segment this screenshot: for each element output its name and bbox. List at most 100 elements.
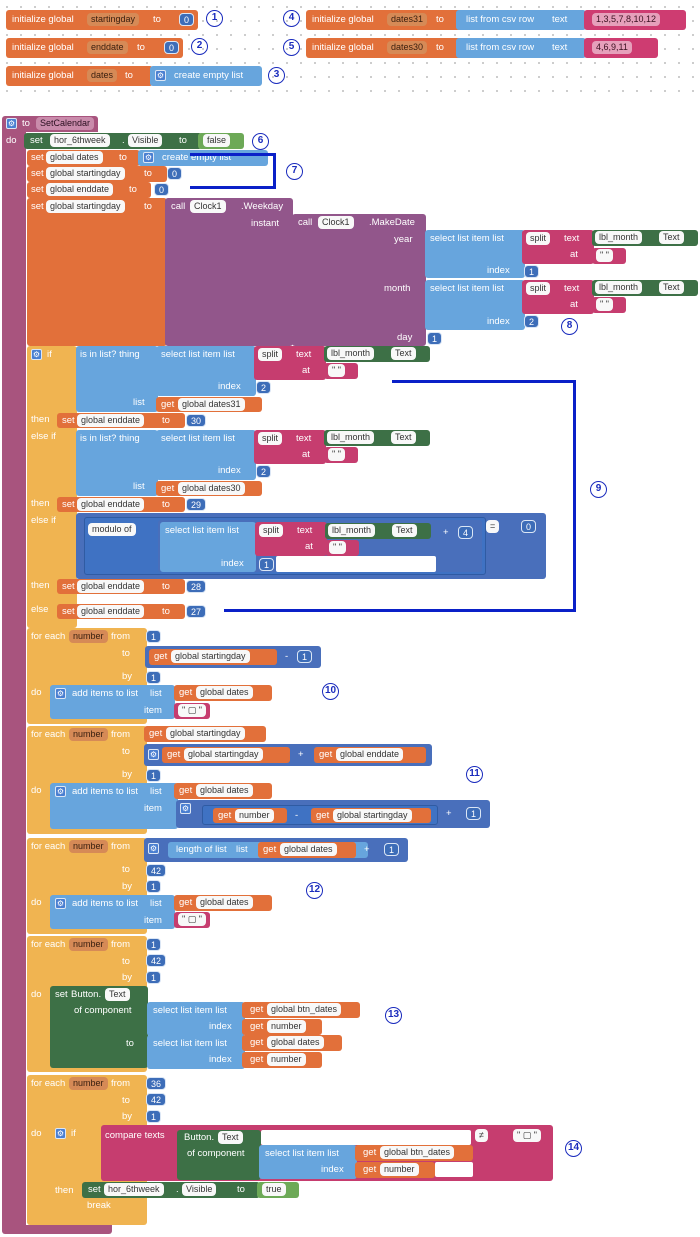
gear-icon[interactable]: ⚙	[55, 1128, 66, 1139]
get-global-startingday[interactable]: get global startingday	[149, 649, 277, 665]
split-block-cond2[interactable]: split text at	[254, 430, 326, 464]
number-enddate[interactable]: 0	[164, 41, 179, 54]
lbl-month-text-cond3[interactable]: lbl_month Text	[325, 523, 431, 539]
math-subtract-1[interactable]: get global startingday - 1	[145, 646, 321, 668]
add-items-to-list-3[interactable]: ⚙ add items to list list item	[50, 895, 175, 929]
button-text-getter[interactable]: Button. Text of component	[177, 1130, 261, 1180]
math-add-3[interactable]: ⚙ get number - get global startingday + …	[176, 800, 490, 828]
split-block-cond3[interactable]: split text at	[255, 522, 327, 556]
lbl-month-text-cond1[interactable]: lbl_month Text	[324, 346, 430, 362]
get-global-dates[interactable]: get global dates	[258, 842, 356, 858]
get-global-dates31[interactable]: get global dates31	[156, 397, 262, 412]
break-block[interactable]: break	[82, 1198, 118, 1214]
text-separator-year[interactable]: " "	[592, 248, 626, 264]
text-separator-month[interactable]: " "	[592, 297, 626, 313]
gear-icon[interactable]: ⚙	[143, 152, 154, 163]
var-name-startingday[interactable]: startingday	[87, 13, 139, 26]
get-global-startingday[interactable]: get global startingday	[311, 808, 431, 823]
false-block[interactable]: false	[198, 133, 244, 149]
math-subtract-2[interactable]: get number - get global startingday	[202, 805, 438, 825]
split-block-month[interactable]: split text at	[522, 280, 594, 314]
gear-icon[interactable]: ⚙	[31, 349, 42, 360]
gear-icon[interactable]: ⚙	[155, 70, 166, 81]
select-list-item-compare[interactable]: select list item list index	[259, 1145, 357, 1179]
list-from-csv-block-30[interactable]: list from csv row text	[456, 38, 586, 58]
var-name-dates30[interactable]: dates30	[387, 41, 427, 54]
length-of-list[interactable]: length of list list get global dates	[168, 842, 368, 858]
init-dates31-block[interactable]: initialize global dates31 to	[306, 10, 462, 30]
number-zero[interactable]: 0	[154, 183, 169, 196]
create-empty-list-block[interactable]: ⚙ create empty list	[150, 66, 262, 86]
get-global-enddate[interactable]: get global enddate	[314, 747, 426, 763]
get-global-dates30[interactable]: get global dates30	[156, 481, 262, 496]
split-block-year[interactable]: split text at	[522, 230, 594, 264]
get-global-dates[interactable]: get global dates	[242, 1035, 342, 1051]
select-list-item-cond3[interactable]: select list item list index	[160, 522, 256, 572]
get-global-dates[interactable]: get global dates	[174, 685, 272, 701]
list-from-csv-block-31[interactable]: list from csv row text	[456, 10, 586, 30]
set-hor6-visible-false[interactable]: set hor_6thweek . Visible to	[24, 133, 202, 149]
gear-icon[interactable]: ⚙	[55, 688, 66, 699]
get-number[interactable]: get number	[242, 1019, 322, 1035]
init-dates-block[interactable]: initialize global dates to	[6, 66, 153, 86]
number-two[interactable]: 2	[256, 381, 271, 394]
get-number[interactable]: get number	[355, 1162, 435, 1178]
set-button-text[interactable]: set Button. Text of component to	[50, 986, 148, 1068]
number-27[interactable]: 27	[186, 605, 206, 618]
number-one[interactable]: 1	[427, 332, 442, 345]
math-add-2[interactable]: ⚙ get global startingday + get global en…	[144, 744, 432, 766]
set-global-enddate-0[interactable]: set global enddate to	[27, 182, 151, 198]
csv-text-30[interactable]: 4,6,9,11	[592, 41, 632, 54]
is-in-list-1[interactable]: is in list? thing list	[76, 346, 158, 412]
number-zero[interactable]: 0	[167, 167, 182, 180]
gear-icon[interactable]: ⚙	[6, 118, 17, 129]
lbl-month-text-month[interactable]: lbl_month Text	[592, 280, 698, 296]
number-four[interactable]: 4	[458, 526, 473, 539]
call-clock-makedate[interactable]: call Clock1 .MakeDate year month day	[292, 214, 426, 346]
get-global-btn-dates[interactable]: get global btn_dates	[242, 1002, 360, 1018]
number-zero[interactable]: 0	[521, 520, 536, 533]
init-startingday-block[interactable]: initialize global startingday to 0	[6, 10, 198, 30]
number-30[interactable]: 30	[186, 414, 206, 427]
split-block-cond1[interactable]: split text at	[254, 346, 326, 380]
number-29[interactable]: 29	[186, 498, 206, 511]
select-list-item-btn-dates[interactable]: select list item list index	[147, 1002, 245, 1036]
number-two[interactable]: 2	[256, 465, 271, 478]
gear-icon[interactable]: ⚙	[55, 898, 66, 909]
select-list-item-cond2[interactable]: select list item list index	[156, 430, 256, 480]
text-space-3[interactable]: " ▢ "	[174, 912, 210, 928]
gear-icon[interactable]: ⚙	[180, 803, 191, 814]
lbl-month-text-cond2[interactable]: lbl_month Text	[324, 430, 430, 446]
number-two[interactable]: 2	[524, 315, 539, 328]
select-list-item-dates[interactable]: select list item list index	[147, 1035, 245, 1069]
call-clock-weekday[interactable]: call Clock1 .Weekday instant	[165, 198, 293, 346]
var-name-enddate[interactable]: enddate	[87, 41, 128, 54]
init-enddate-block[interactable]: initialize global enddate to 0	[6, 38, 183, 58]
text-space-1[interactable]: " ▢ "	[174, 703, 210, 719]
text-space-compare[interactable]: " ▢ "	[509, 1128, 547, 1144]
get-number[interactable]: get number	[242, 1052, 322, 1068]
number-one[interactable]: 1	[524, 265, 539, 278]
text-block-dates31[interactable]: 1,3,5,7,8,10,12	[584, 10, 686, 30]
set-global-startingday-0[interactable]: set global startingday to	[27, 166, 167, 182]
number-startingday[interactable]: 0	[179, 13, 194, 26]
var-name-dates[interactable]: dates	[87, 69, 117, 82]
set-enddate-30[interactable]: set global enddate to	[57, 413, 185, 428]
select-list-item-month[interactable]: select list item list index	[425, 280, 525, 330]
lbl-month-text-year[interactable]: lbl_month Text	[592, 230, 698, 246]
text-block-dates30[interactable]: 4,6,9,11	[584, 38, 658, 58]
var-name-dates31[interactable]: dates31	[387, 13, 427, 26]
get-global-startingday[interactable]: get global startingday	[144, 726, 266, 742]
add-items-to-list-1[interactable]: ⚙ add items to list list item	[50, 685, 175, 719]
get-global-dates[interactable]: get global dates	[174, 783, 272, 799]
math-add-4[interactable]: ⚙ length of list list get global dates +…	[144, 838, 408, 862]
set-enddate-28[interactable]: set global enddate to	[57, 579, 185, 594]
text-separator-cond2[interactable]: " "	[324, 447, 358, 463]
get-global-btn-dates[interactable]: get global btn_dates	[355, 1145, 473, 1161]
set-enddate-29[interactable]: set global enddate to	[57, 497, 185, 512]
is-in-list-2[interactable]: is in list? thing list	[76, 430, 158, 496]
get-number[interactable]: get number	[213, 808, 287, 823]
get-global-dates[interactable]: get global dates	[174, 895, 272, 911]
csv-text-31[interactable]: 1,3,5,7,8,10,12	[592, 13, 660, 26]
init-dates30-block[interactable]: initialize global dates30 to	[306, 38, 462, 58]
